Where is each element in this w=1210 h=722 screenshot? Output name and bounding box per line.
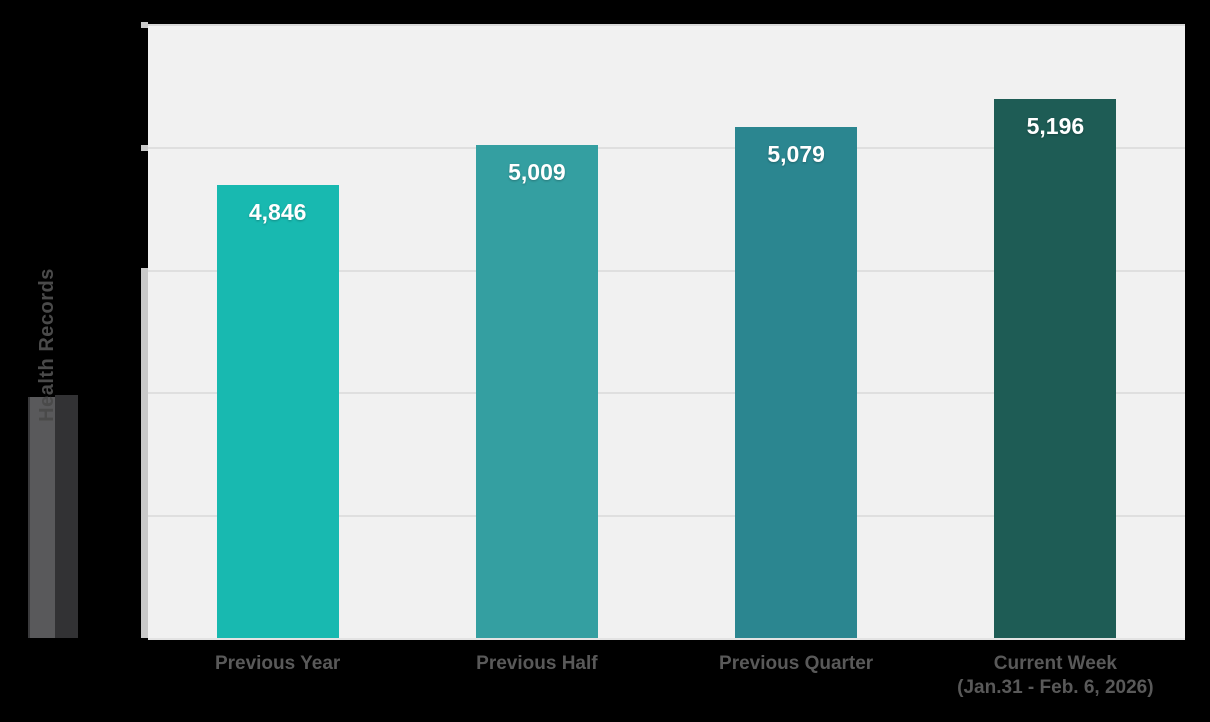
bar-previous-half: 5,009 xyxy=(475,144,598,638)
gridline xyxy=(148,515,1185,518)
x-label-subtext: (Jan.31 - Feb. 6, 2026) xyxy=(957,677,1154,698)
gridline xyxy=(148,392,1185,395)
x-axis-label-previous-year: Previous Year xyxy=(148,652,407,676)
gridline xyxy=(148,269,1185,272)
x-label-text: Previous Half xyxy=(476,653,598,674)
bar-value-label: 5,196 xyxy=(1026,112,1085,139)
y-axis-title: Health Records xyxy=(36,268,58,422)
x-label-text: Current Week xyxy=(993,653,1117,674)
bar-value-label: 5,009 xyxy=(508,158,566,185)
bar-current-week: 5,196 xyxy=(994,98,1117,638)
left-decor-bar-dark xyxy=(55,395,78,638)
bar-value-label: 4,846 xyxy=(248,198,307,225)
y-axis-tick xyxy=(141,144,148,151)
gridline xyxy=(148,146,1185,149)
bar-previous-year: 4,846 xyxy=(216,184,339,638)
x-label-text: Previous Year xyxy=(214,653,341,674)
plot-area: 4,846 5,009 5,079 5,196 xyxy=(148,24,1185,640)
bar-previous-quarter: 5,079 xyxy=(735,127,858,638)
x-axis-label-previous-half: Previous Half xyxy=(407,652,666,676)
gridline xyxy=(148,24,1185,26)
y-axis-line xyxy=(141,269,148,638)
x-axis-label-previous-quarter: Previous Quarter xyxy=(667,652,926,676)
x-label-text: Previous Quarter xyxy=(719,653,874,674)
y-axis-tick xyxy=(141,22,148,28)
bar-value-label: 5,079 xyxy=(767,141,825,168)
x-axis-label-current-week: Current Week (Jan.31 - Feb. 6, 2026) xyxy=(926,652,1185,700)
left-decor-bar-medium xyxy=(28,397,57,638)
